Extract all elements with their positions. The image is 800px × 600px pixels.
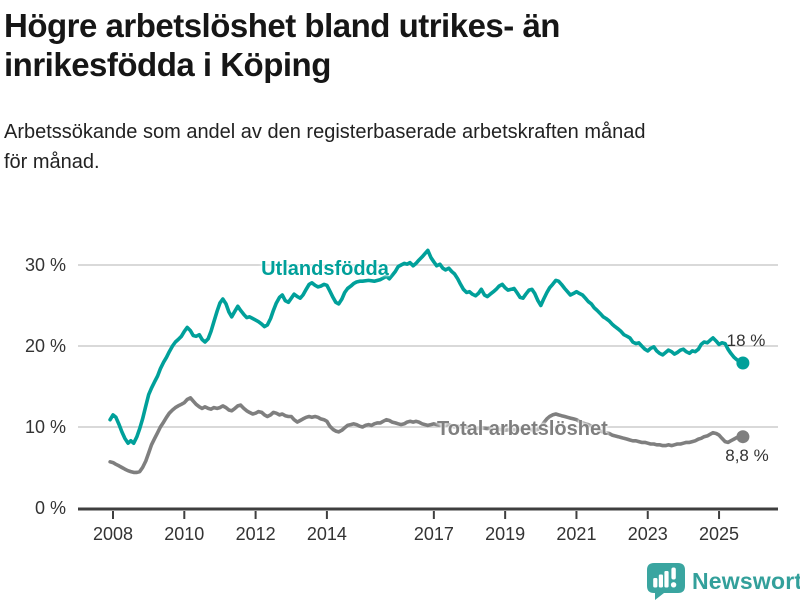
- series-end-dot-0: [736, 356, 750, 370]
- series-line-1: [108, 395, 745, 475]
- newsworthy-logo: Newsworthy: [646, 562, 800, 600]
- subtitle-line-1: Arbetssökande som andel av den registerb…: [4, 121, 646, 143]
- x-tick-label-2008: 2008: [92, 524, 134, 544]
- series-label-utlandsfodda: Utlandsfödda: [261, 258, 389, 280]
- y-tick-label-10: 10 %: [24, 417, 66, 437]
- series-end-dot-1: [736, 430, 750, 444]
- y-tick-label-20: 20 %: [24, 336, 66, 356]
- x-tick-label-2025: 2025: [699, 524, 740, 544]
- y-tick-label-0: 0 %: [34, 498, 66, 518]
- title-line-1: Högre arbetslöshet bland utrikes- än: [4, 7, 560, 44]
- title-line-2: inrikesfödda i Köping: [4, 46, 331, 83]
- newsworthy-logo-text: Newsworthy: [692, 568, 800, 594]
- chart-subtitle: Arbetssökande som andel av den registerb…: [4, 117, 794, 177]
- bar-chart-speech-bubble-icon: [647, 563, 685, 600]
- x-tick-label-2014: 2014: [306, 524, 347, 544]
- x-tick-label-2023: 2023: [627, 524, 668, 544]
- series-label-total-arbetsloshet: Total arbetslöshet: [437, 418, 608, 440]
- x-tick-label-2010: 2010: [164, 524, 205, 544]
- x-tick-label-2012: 2012: [235, 524, 276, 544]
- y-tick-label-30: 30 %: [24, 255, 66, 275]
- series-line-0: [108, 248, 745, 446]
- x-tick-label-2019: 2019: [485, 524, 526, 544]
- x-tick-label-2017: 2017: [413, 524, 454, 544]
- x-tick-label-2021: 2021: [556, 524, 597, 544]
- end-value-label-total: 8,8 %: [725, 446, 769, 465]
- subtitle-line-2: för månad.: [4, 151, 100, 173]
- end-value-label-utlandsfodda: 18 %: [726, 331, 766, 350]
- page-title: Högre arbetslöshet bland utrikes- än inr…: [4, 6, 784, 84]
